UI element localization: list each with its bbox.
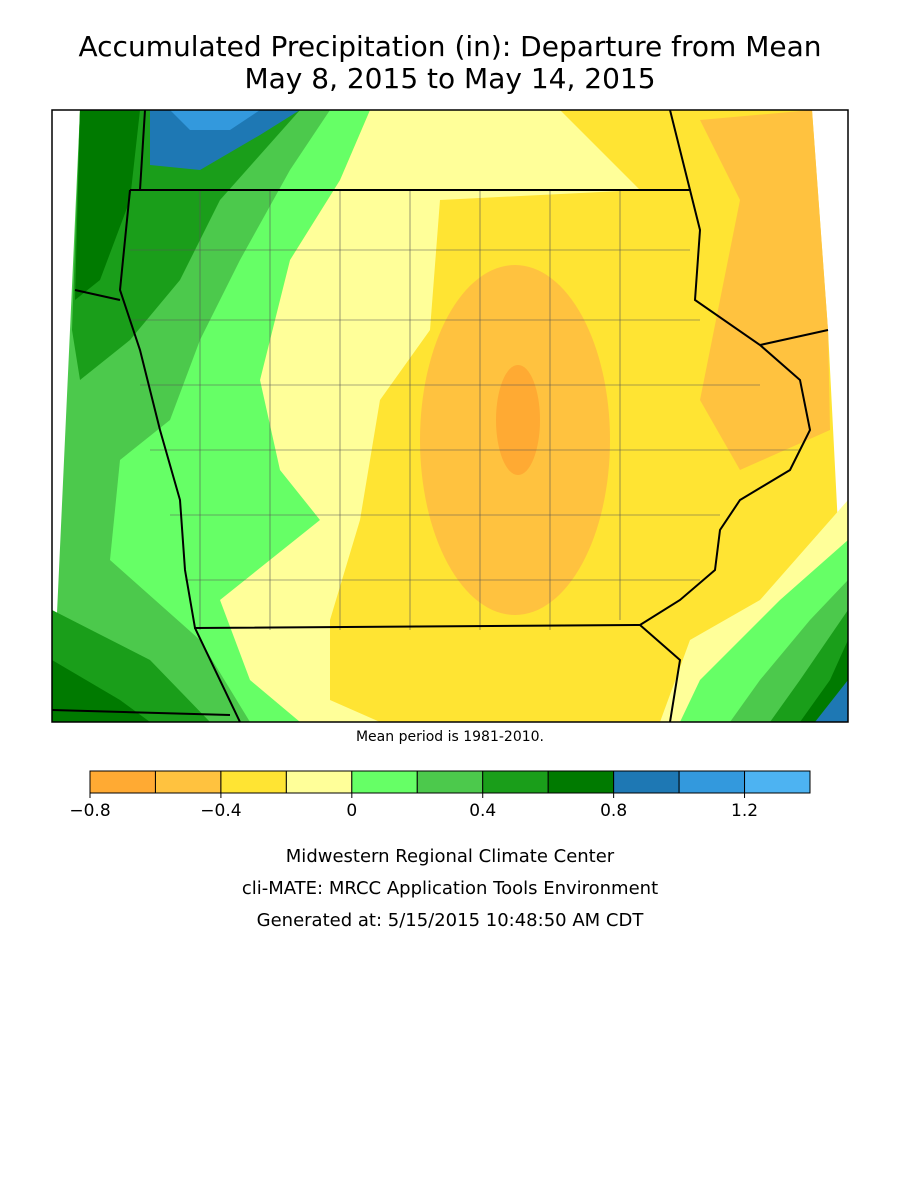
footer-line: Midwestern Regional Climate Center [286, 846, 615, 867]
color-box [482, 770, 549, 794]
region [75, 110, 140, 300]
tick-label: 0.4 [469, 801, 496, 821]
region [220, 110, 640, 722]
color-box [89, 770, 156, 794]
tick-label: 0 [346, 801, 357, 821]
tick-label: 0.8 [600, 801, 627, 821]
region [700, 110, 830, 470]
region [815, 680, 848, 722]
tick-label: −0.4 [200, 801, 241, 821]
state-border [118, 189, 812, 630]
tick-label: −0.8 [69, 801, 110, 821]
tick-label: 1.2 [731, 801, 758, 821]
color-box [154, 770, 222, 794]
region [496, 365, 540, 475]
footer-line: cli-MATE: MRCC Application Tools Environ… [242, 878, 658, 899]
map-frame [51, 109, 849, 723]
color-box [613, 770, 680, 794]
color-box [351, 770, 418, 794]
color-box [547, 770, 615, 794]
region [52, 660, 150, 722]
state-border [52, 110, 829, 722]
region [170, 110, 260, 130]
county-lines [130, 190, 800, 630]
color-box [285, 770, 353, 794]
color-box [744, 770, 811, 794]
title: Accumulated Precipitation (in): Departur… [79, 30, 822, 63]
map [51, 109, 849, 723]
subtitle: May 8, 2015 to May 14, 2015 [244, 62, 655, 95]
color-box [678, 770, 746, 794]
colorbar: −0.8 −0.4 0 0.4 0.8 1.2 [69, 770, 811, 821]
color-box [220, 770, 287, 794]
footer-line: Generated at: 5/15/2015 10:48:50 AM CDT [257, 910, 645, 931]
color-box [416, 770, 484, 794]
note: Mean period is 1981-2010. [356, 729, 544, 745]
